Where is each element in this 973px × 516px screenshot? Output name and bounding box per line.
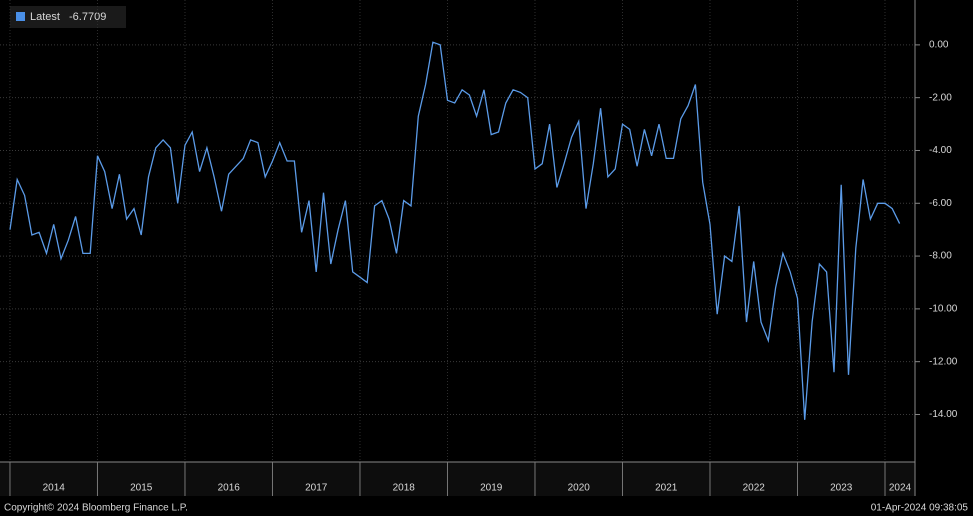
y-tick-label: 0.00: [929, 40, 949, 51]
x-tick-label: 2014: [43, 483, 66, 494]
legend-label: Latest: [30, 11, 60, 23]
x-tick-label: 2018: [393, 483, 416, 494]
y-tick-label: -8.00: [929, 251, 952, 262]
x-tick-label: 2015: [130, 483, 153, 494]
x-axis-band: [0, 462, 915, 496]
x-tick-label: 2023: [830, 483, 853, 494]
x-tick-label: 2021: [655, 483, 678, 494]
legend-swatch: [16, 12, 25, 21]
legend-box: [10, 6, 126, 28]
y-tick-label: -6.00: [929, 198, 952, 209]
series-line: [9, 41, 901, 420]
x-tick-label: 2024: [889, 483, 912, 494]
y-tick-label: -12.00: [929, 356, 958, 367]
source: Copyright© 2024 Bloomberg Finance L.P.: [4, 503, 188, 514]
x-tick-label: 2016: [218, 483, 241, 494]
x-tick-label: 2019: [480, 483, 503, 494]
y-tick-label: -10.00: [929, 304, 958, 315]
x-tick-label: 2020: [568, 483, 591, 494]
x-tick-label: 2017: [305, 483, 328, 494]
x-tick-label: 2022: [743, 483, 766, 494]
y-tick-label: -14.00: [929, 409, 958, 420]
timestamp: 01-Apr-2024 09:38:05: [871, 503, 969, 514]
y-tick-label: -2.00: [929, 92, 952, 103]
y-tick-label: -4.00: [929, 145, 952, 156]
legend-value: -6.7709: [69, 11, 106, 23]
